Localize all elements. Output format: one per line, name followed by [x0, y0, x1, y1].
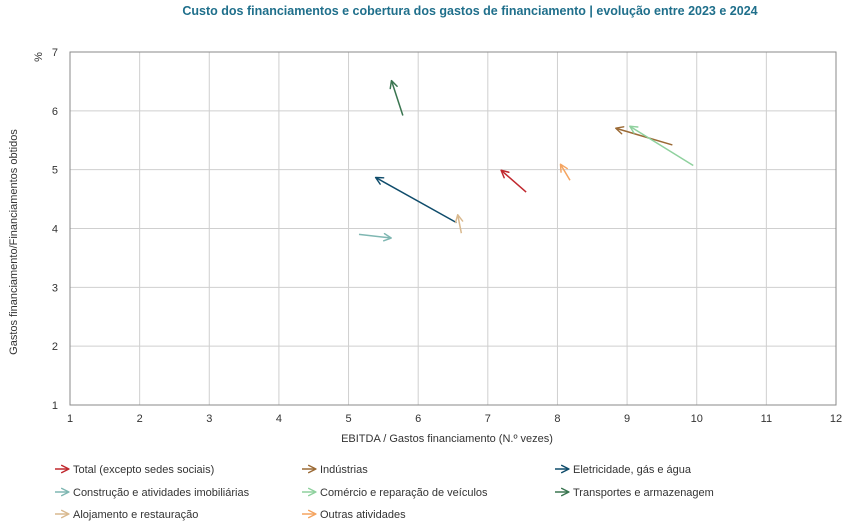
- x-tick-label: 11: [761, 413, 772, 425]
- x-tick-label: 4: [276, 413, 282, 425]
- y-tick-label: 6: [52, 106, 58, 118]
- series-arrow: [374, 176, 457, 224]
- legend-label: Eletricidade, gás e água: [573, 464, 692, 476]
- x-tick-label: 2: [137, 413, 143, 425]
- x-tick-label: 7: [485, 413, 491, 425]
- x-tick-label: 1: [67, 413, 73, 425]
- y-tick-label: 2: [52, 341, 58, 353]
- y-tick-label: 7: [52, 47, 58, 59]
- legend-label: Comércio e reparação de veículos: [320, 487, 488, 499]
- series-arrow: [559, 163, 571, 181]
- legend-label: Transportes e armazenagem: [573, 487, 714, 499]
- series-arrow: [615, 126, 673, 146]
- chart-title: Custo dos financiamentos e cobertura dos…: [182, 4, 757, 18]
- legend-label: Total (excepto sedes sociais): [73, 464, 214, 476]
- legend-label: Alojamento e restauração: [73, 509, 198, 521]
- y-tick-label: 1: [52, 400, 58, 412]
- x-tick-label: 10: [691, 413, 703, 425]
- data-arrows: [358, 79, 694, 242]
- series-arrow: [389, 79, 404, 116]
- x-tick-label: 3: [206, 413, 212, 425]
- y-axis-label: Gastos financiamento/Financiamentos obti…: [8, 129, 20, 355]
- series-arrow: [500, 169, 527, 193]
- x-tick-label: 6: [415, 413, 421, 425]
- legend-label: Construção e atividades imobiliárias: [73, 487, 250, 499]
- y-tick-label: 3: [52, 282, 58, 294]
- x-tick-label: 9: [624, 413, 630, 425]
- plot-frame: [69, 51, 837, 406]
- x-tick-label: 8: [554, 413, 560, 425]
- y-unit-label: %: [33, 52, 45, 62]
- legend-label: Indústrias: [320, 464, 368, 476]
- y-tick-label: 4: [52, 224, 58, 236]
- series-arrow: [358, 232, 392, 242]
- grid: [69, 51, 837, 406]
- x-axis-label: EBITDA / Gastos financiamento (N.º vezes…: [341, 433, 553, 445]
- x-tick-label: 5: [345, 413, 351, 425]
- x-tick-label: 12: [830, 413, 842, 425]
- legend: Total (excepto sedes sociais) Indústrias E…: [55, 464, 714, 521]
- legend-label: Outras atividades: [320, 509, 406, 521]
- y-tick-label: 5: [52, 165, 58, 177]
- series-arrow: [629, 125, 694, 167]
- series-arrow: [454, 213, 464, 234]
